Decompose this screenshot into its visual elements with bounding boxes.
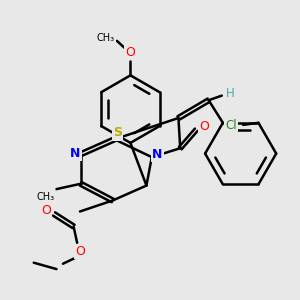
Text: O: O: [75, 245, 85, 258]
Text: CH₃: CH₃: [97, 33, 115, 43]
Text: O: O: [125, 46, 135, 59]
Text: O: O: [199, 120, 209, 133]
Text: CH₃: CH₃: [37, 192, 55, 202]
Text: N: N: [152, 148, 162, 161]
Text: N: N: [70, 147, 80, 160]
Text: Cl: Cl: [225, 119, 237, 132]
Text: O: O: [41, 204, 51, 217]
Text: H: H: [226, 87, 235, 100]
Text: S: S: [113, 126, 122, 140]
